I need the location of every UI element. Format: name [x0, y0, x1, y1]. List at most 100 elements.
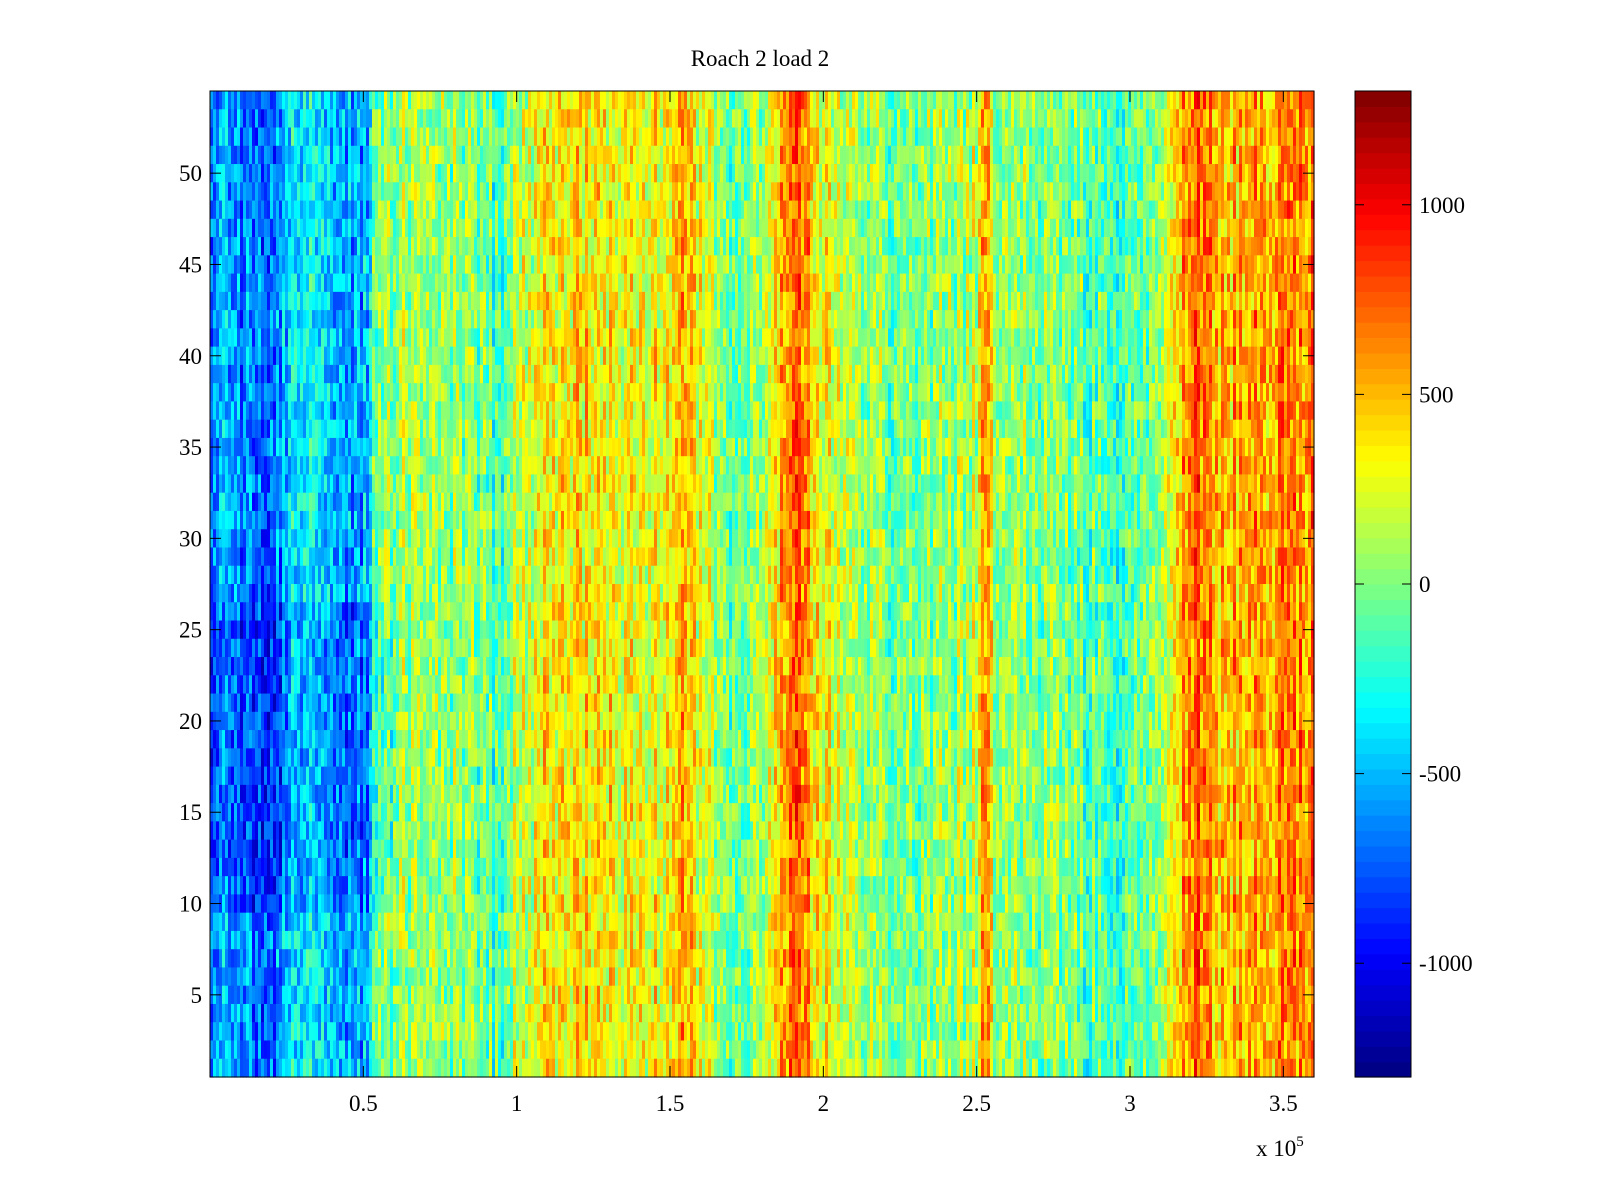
heatmap-cell [426, 91, 430, 110]
heatmap-cell [462, 985, 466, 1005]
heatmap-cell [447, 364, 451, 384]
heatmap-cell [399, 657, 403, 676]
heatmap-cell [246, 547, 250, 567]
heatmap-cell [240, 638, 244, 658]
heatmap-cell [249, 237, 253, 256]
heatmap-cell [267, 803, 271, 822]
heatmap-cell [333, 657, 337, 676]
heatmap-cell [372, 803, 376, 822]
heatmap-cell [474, 784, 478, 804]
heatmap-cell [261, 437, 265, 457]
heatmap-cell [408, 748, 412, 768]
heatmap-cell [219, 821, 223, 841]
heatmap-cell [426, 364, 430, 384]
heatmap-cell [330, 1003, 334, 1023]
heatmap-cell [258, 1003, 262, 1023]
heatmap-cell [417, 657, 421, 676]
heatmap-cell [312, 1040, 316, 1060]
heatmap-cell [345, 401, 349, 421]
heatmap-cell [327, 529, 331, 549]
heatmap-cell [372, 237, 376, 256]
heatmap-cell [426, 967, 430, 987]
heatmap-cell [417, 200, 421, 220]
heatmap-cell [405, 584, 409, 603]
heatmap-cell [294, 109, 298, 129]
heatmap-cell [450, 200, 454, 220]
heatmap-cell [216, 602, 220, 622]
heatmap-cell [411, 291, 415, 311]
heatmap-cell [423, 401, 427, 421]
heatmap-cell [336, 237, 340, 256]
heatmap-cell [294, 711, 298, 731]
heatmap-cell [243, 255, 247, 275]
heatmap-cell [243, 748, 247, 768]
heatmap-cell [264, 182, 268, 202]
heatmap-cell [273, 145, 277, 165]
heatmap-cell [321, 255, 325, 275]
heatmap-cell [465, 91, 469, 110]
heatmap-cell [423, 1022, 427, 1042]
heatmap-cell [312, 803, 316, 822]
heatmap-cell [459, 912, 463, 932]
heatmap-cell [216, 730, 220, 749]
heatmap-cell [372, 638, 376, 658]
heatmap-cell [405, 273, 409, 293]
heatmap-cell [354, 730, 358, 749]
heatmap-cell [465, 328, 469, 348]
heatmap-cell [393, 547, 397, 567]
heatmap-cell [255, 145, 259, 165]
heatmap-cell [372, 346, 376, 366]
heatmap-cell [453, 547, 457, 567]
heatmap-cell [237, 383, 241, 403]
heatmap-cell [387, 803, 391, 822]
heatmap-cell [264, 930, 268, 950]
heatmap-cell [249, 584, 253, 603]
heatmap-cell [459, 328, 463, 348]
heatmap-cell [474, 291, 478, 311]
heatmap-cell [447, 383, 451, 403]
heatmap-cell [234, 164, 238, 183]
heatmap-cell [327, 401, 331, 421]
heatmap-cell [411, 164, 415, 183]
heatmap-cell [300, 255, 304, 275]
heatmap-cell [378, 930, 382, 950]
heatmap-cell [432, 419, 436, 439]
heatmap-cell [432, 401, 436, 421]
heatmap-cell [231, 748, 235, 768]
heatmap-cell [441, 839, 445, 859]
heatmap-cell [396, 401, 400, 421]
heatmap-cell [426, 401, 430, 421]
heatmap-cell [441, 657, 445, 676]
heatmap-cell [354, 766, 358, 786]
heatmap-cell [453, 419, 457, 439]
heatmap-cell [285, 912, 289, 932]
heatmap-cell [282, 711, 286, 731]
heatmap-cell [408, 529, 412, 549]
heatmap-cell [444, 529, 448, 549]
heatmap-cell [255, 693, 259, 713]
heatmap-cell [396, 894, 400, 914]
heatmap-cell [474, 711, 478, 731]
heatmap-cell [246, 657, 250, 676]
heatmap-cell [303, 693, 307, 713]
heatmap-cell [309, 985, 313, 1005]
heatmap-cell [315, 894, 319, 914]
heatmap-cell [246, 273, 250, 293]
heatmap-cell [330, 474, 334, 494]
heatmap-cell [396, 346, 400, 366]
heatmap-cell [384, 803, 388, 822]
heatmap-cell [330, 237, 334, 256]
heatmap-cell [474, 164, 478, 183]
heatmap-cell [462, 602, 466, 622]
heatmap-cell [333, 803, 337, 822]
heatmap-cell [246, 894, 250, 914]
heatmap-cell [273, 364, 277, 384]
heatmap-cell [351, 803, 355, 822]
heatmap-cell [249, 91, 253, 110]
heatmap-cell [348, 693, 352, 713]
heatmap-cell [378, 784, 382, 804]
heatmap-cell [402, 346, 406, 366]
heatmap-cell [285, 401, 289, 421]
heatmap-cell [474, 1040, 478, 1060]
heatmap-cell [225, 876, 229, 896]
